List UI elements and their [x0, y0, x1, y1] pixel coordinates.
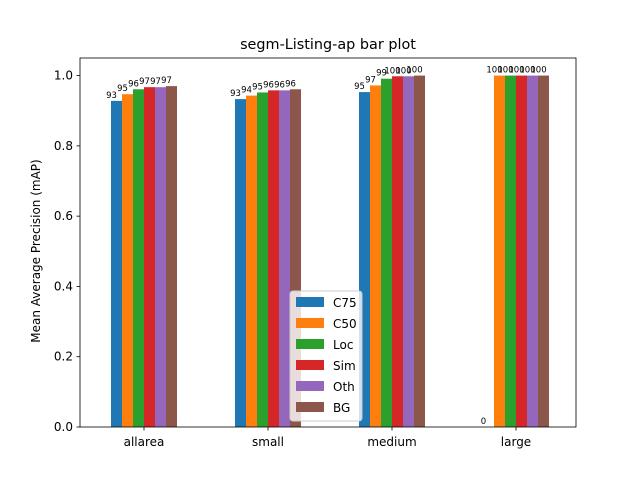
y-tick-label: 0.2	[54, 350, 73, 364]
y-tick-label: 0.0	[54, 420, 73, 434]
bar-c75-allarea	[111, 100, 122, 428]
legend: C75 C50 Loc Sim Oth BG	[289, 290, 363, 422]
bar-value-label: 95	[354, 82, 365, 92]
bar-value-label: 96	[274, 80, 285, 90]
axes-layer: 0.0 0.2 0.4 0.6 0.8 1.0 allarea small medium larg…	[54, 57, 577, 449]
legend-swatch-loc	[296, 339, 324, 349]
bar-value-label: 100	[395, 66, 411, 76]
bar-value-label: 96	[285, 79, 296, 89]
bar-loc-large	[505, 75, 516, 428]
bar-c50-medium	[370, 85, 381, 427]
bar-oth-medium	[403, 76, 414, 427]
bar-loc-allarea	[133, 89, 144, 427]
bars-layer	[111, 75, 549, 428]
y-tick-label: 0.4	[54, 279, 73, 293]
x-tick-label-medium: medium	[367, 435, 416, 449]
plot-frame	[79, 57, 577, 428]
bar-oth-small	[279, 90, 290, 428]
bar-value-label: 100	[530, 66, 546, 76]
bar-oth-allarea	[155, 87, 166, 427]
bar-value-label: 93	[106, 91, 117, 101]
bar-value-label: 0	[481, 417, 486, 427]
bar-value-label: 96	[128, 79, 139, 89]
legend-label-sim: Sim	[333, 359, 356, 373]
bar-value-label: 96	[263, 80, 274, 90]
bar-value-label: 93	[230, 89, 241, 99]
bar-c75-medium	[359, 92, 370, 428]
bar-value-label: 95	[117, 84, 128, 94]
bar-value-label: 100	[384, 66, 400, 76]
bar-sim-large	[516, 75, 527, 428]
legend-label-c50: C50	[333, 317, 357, 331]
legend-label-bg: BG	[333, 401, 350, 415]
legend-label-c75: C75	[333, 296, 357, 310]
x-tick-label-large: large	[501, 435, 531, 449]
bar-loc-small	[257, 92, 268, 427]
bar-c50-allarea	[122, 94, 133, 427]
x-tick-label-allarea: allarea	[124, 435, 165, 449]
chart-title: segm-Listing-ap bar plot	[240, 37, 416, 53]
bar-sim-medium	[392, 76, 403, 427]
legend-swatch-c75	[296, 297, 324, 307]
legend-label-loc: Loc	[333, 338, 353, 352]
bar-value-label: 94	[241, 86, 252, 96]
legend-swatch-oth	[296, 381, 324, 391]
legend-box	[289, 290, 363, 422]
y-axis-label: Mean Average Precision (mAP)	[29, 159, 43, 342]
bar-bg-small	[290, 89, 301, 427]
bar-loc-medium	[381, 78, 392, 427]
bar-sim-allarea	[144, 87, 155, 427]
legend-swatch-bg	[296, 402, 324, 412]
bar-value-label: 97	[365, 75, 376, 85]
bar-value-label: 100	[519, 66, 535, 76]
legend-label-oth: Oth	[333, 380, 355, 394]
bar-bg-medium	[414, 75, 425, 428]
bar-bg-large	[538, 75, 549, 428]
bar-value-label: 97	[139, 77, 150, 87]
bar-value-label: 100	[497, 66, 513, 76]
bar-bg-allarea	[166, 86, 177, 427]
y-tick-label: 0.8	[54, 139, 73, 153]
y-tick-label: 0.6	[54, 209, 73, 223]
bar-oth-large	[527, 75, 538, 428]
legend-swatch-sim	[296, 360, 324, 370]
legend-swatch-c50	[296, 318, 324, 328]
bar-value-label: 99	[376, 69, 387, 79]
x-tick-label-small: small	[252, 435, 284, 449]
bar-c50-large	[494, 75, 505, 428]
bar-sim-small	[268, 90, 279, 428]
y-tick-label: 1.0	[54, 69, 73, 83]
bar-value-label: 100	[486, 66, 502, 76]
bar-value-label: 97	[150, 77, 161, 87]
bar-value-label: 95	[252, 82, 263, 92]
bar-c75-small	[235, 99, 246, 428]
bar-value-label: 100	[406, 66, 422, 76]
bar-value-label: 100	[508, 66, 524, 76]
bar-value-label: 97	[161, 76, 172, 86]
bar-c50-small	[246, 95, 257, 428]
